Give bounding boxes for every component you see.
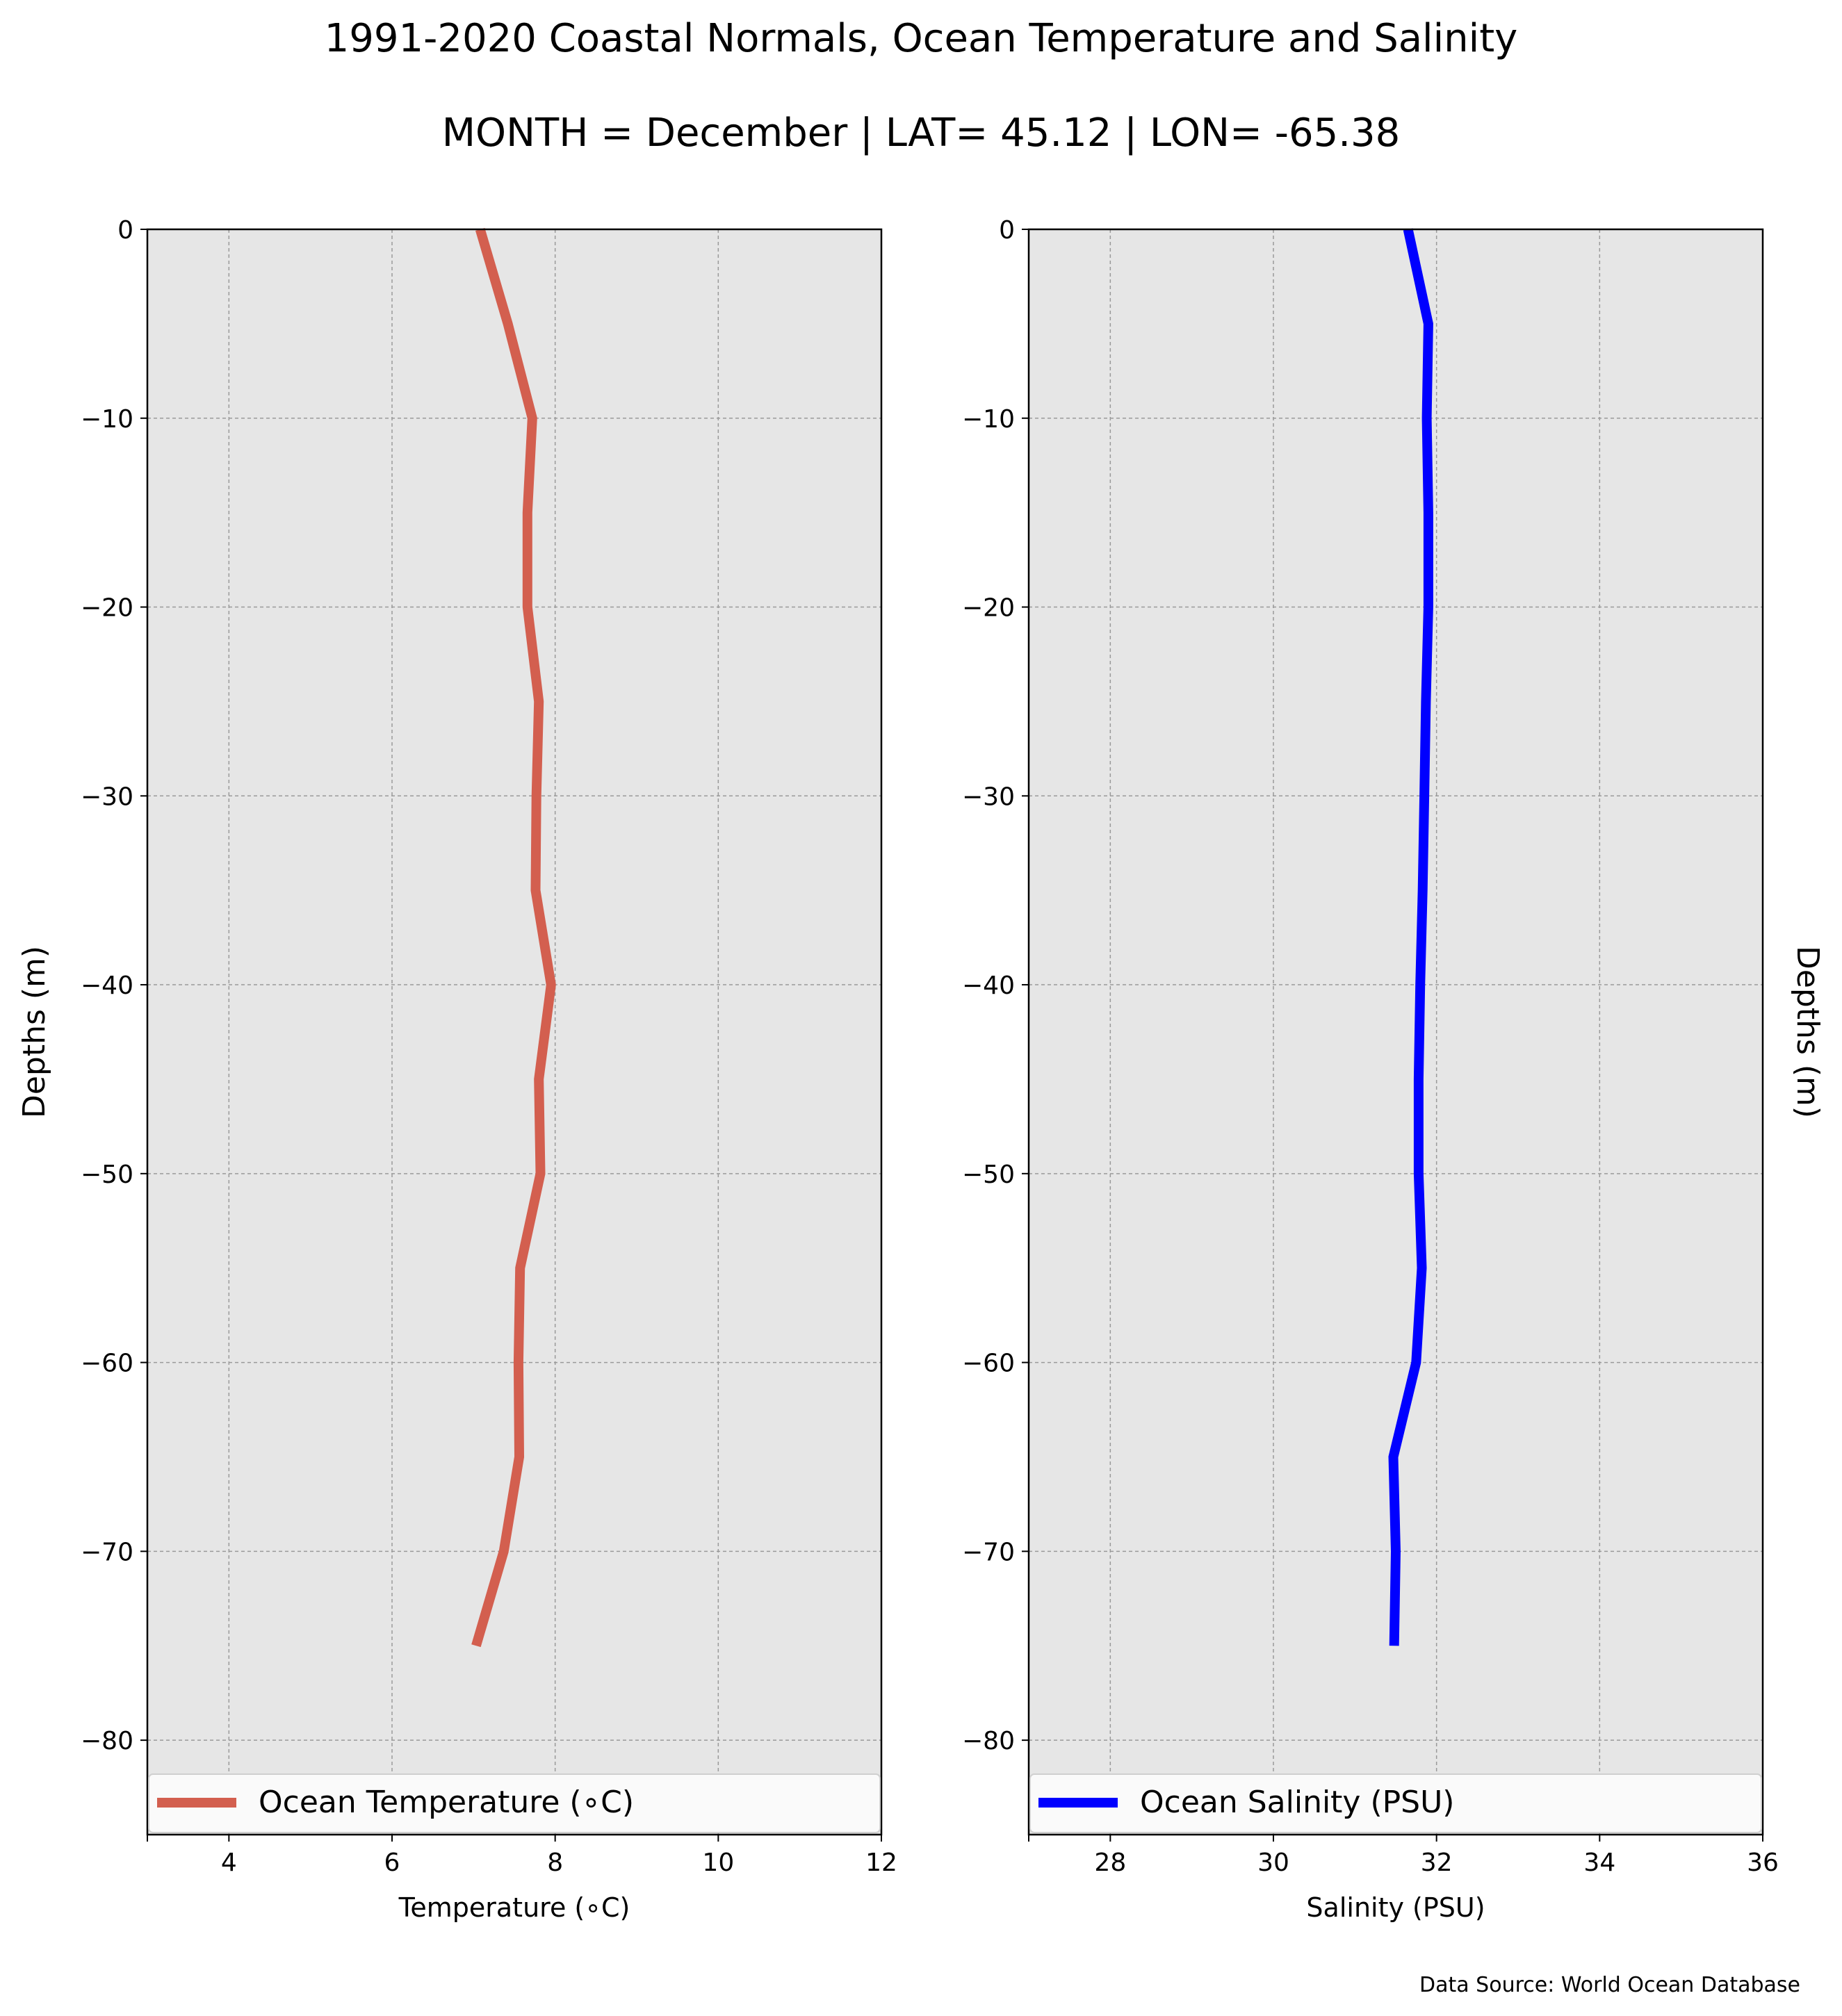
legend: Ocean Temperature (∘C): [148, 1773, 881, 1833]
series-line: [471, 228, 556, 1648]
legend: Ocean Salinity (PSU): [1029, 1773, 1762, 1833]
y-tick-label: 0: [999, 216, 1015, 245]
y-tick-label: −50: [81, 1161, 133, 1189]
y-tick-label: −10: [962, 405, 1015, 434]
x-tick-label: 6: [384, 1849, 400, 1877]
temperature-panel: 4 6 8 10 12 0 −10 −20 −30 −40 −50 −60 −70 −80 Ocean Te…: [17, 216, 897, 1923]
x-tick-label: 8: [547, 1849, 563, 1877]
y-axis-label: Depths (m): [17, 946, 52, 1118]
y-tick-label: −10: [81, 405, 133, 434]
x-tick-label: 30: [1257, 1849, 1289, 1877]
series-line: [1388, 228, 1433, 1646]
y-tick-label: −20: [962, 594, 1015, 623]
x-axis-label: Temperature (∘C): [398, 1892, 630, 1923]
y-tick-label: −80: [962, 1727, 1015, 1755]
figure-title: 1991-2020 Coastal Normals, Ocean Tempera…: [325, 16, 1518, 61]
plot-area: [147, 229, 881, 1835]
x-tick-label: 34: [1583, 1849, 1615, 1877]
legend-label: Ocean Temperature (∘C): [259, 1785, 634, 1820]
y-tick-label: −40: [81, 972, 133, 1000]
salinity-panel: 28 30 32 34 36 0 −10 −20 −30 −40 −50 −60 −70 −80 Ocean…: [962, 216, 1825, 1923]
x-tick-label: 4: [221, 1849, 237, 1877]
x-tick-label: 32: [1421, 1849, 1453, 1877]
x-tick-label: 10: [702, 1849, 734, 1877]
y-tick-label: −20: [81, 594, 133, 623]
legend-box: [148, 1773, 881, 1833]
y-tick-label: −40: [962, 972, 1015, 1000]
y-tick-label: −60: [81, 1350, 133, 1378]
figure-subtitle: MONTH = December | LAT= 45.12 | LON= -65…: [442, 110, 1401, 156]
x-tick-label: 36: [1747, 1849, 1779, 1877]
y-tick-label: 0: [117, 216, 133, 245]
y-tick-label: −50: [962, 1161, 1015, 1189]
legend-label: Ocean Salinity (PSU): [1140, 1785, 1454, 1820]
y-tick-label: −80: [81, 1727, 133, 1755]
y-tick-label: −70: [962, 1538, 1015, 1566]
legend-box: [1029, 1773, 1762, 1833]
y-tick-label: −30: [962, 782, 1015, 811]
x-tick-label: 28: [1094, 1849, 1126, 1877]
axes-frame: [146, 228, 883, 1836]
y-tick-label: −70: [81, 1538, 133, 1566]
y-axis-label: Depths (m): [1790, 946, 1825, 1118]
x-tick-label: 12: [865, 1849, 897, 1877]
x-axis-label: Salinity (PSU): [1306, 1892, 1485, 1923]
y-tick-label: −60: [962, 1350, 1015, 1378]
axes-frame: [1027, 228, 1764, 1836]
y-tick-label: −30: [81, 782, 133, 811]
data-source-note: Data Source: World Ocean Database: [1419, 1973, 1800, 1997]
